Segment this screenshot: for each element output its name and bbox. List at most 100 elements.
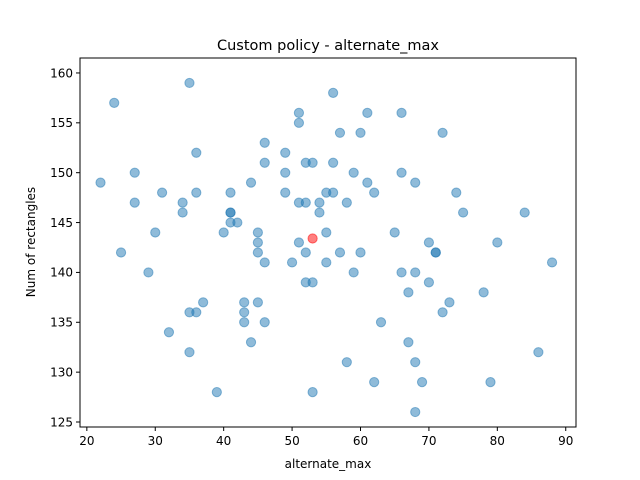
- scatter-point: [362, 177, 373, 188]
- scatter-point: [546, 257, 558, 268]
- scatter-point: [150, 227, 161, 238]
- scatter-point: [259, 317, 270, 328]
- scatter-point: [300, 197, 311, 208]
- scatter-point: [280, 167, 291, 178]
- scatter-point: [410, 357, 421, 368]
- scatter-point: [218, 227, 229, 238]
- x-tick-label: 70: [421, 434, 436, 448]
- scatter-point: [259, 157, 270, 168]
- scatter-point: [328, 157, 339, 168]
- scatter-point: [115, 247, 127, 258]
- scatter-point: [437, 307, 448, 318]
- scatter-point: [191, 307, 202, 318]
- scatter-point: [184, 347, 195, 358]
- scatter-point: [478, 287, 489, 298]
- y-tick-label: 155: [50, 116, 73, 130]
- scatter-point: [396, 167, 407, 178]
- scatter-point: [423, 277, 435, 288]
- scatter-point: [191, 147, 202, 158]
- scatter-point: [184, 77, 195, 89]
- y-tick-label: 135: [50, 316, 73, 330]
- y-tick-label: 125: [50, 415, 73, 429]
- scatter-point: [492, 237, 503, 248]
- x-tick-label: 50: [284, 434, 299, 448]
- scatter-point: [307, 386, 318, 398]
- scatter-point: [239, 317, 250, 328]
- y-tick-label: 130: [50, 365, 73, 379]
- scatter-point: [252, 247, 263, 258]
- x-axis-label: alternate_max: [285, 457, 372, 471]
- scatter-point: [129, 197, 140, 208]
- scatter-point: [485, 377, 496, 388]
- x-axis-ticks: 20 30 40 50 60 70 80 90: [79, 427, 573, 448]
- scatter-point: [211, 386, 222, 398]
- scatter-point: [334, 247, 346, 258]
- scatter-point: [458, 207, 469, 218]
- scatter-point: [307, 157, 318, 168]
- y-tick-label: 145: [50, 216, 73, 230]
- scatter-point: [416, 377, 428, 388]
- scatter-point: [410, 177, 421, 188]
- y-axis-label: Num of rectangles: [24, 187, 38, 297]
- scatter-point: [451, 187, 462, 198]
- scatter-point: [293, 237, 305, 248]
- scatter-point: [232, 217, 243, 228]
- x-tick-label: 40: [216, 434, 231, 448]
- scatter-point: [423, 237, 435, 248]
- scatter-point: [191, 187, 202, 198]
- x-tick-label: 20: [79, 434, 94, 448]
- scatter-point: [375, 317, 387, 328]
- y-tick-label: 140: [50, 266, 73, 280]
- y-axis-ticks: 125 130 135 140 145 150 155 160: [50, 66, 80, 429]
- scatter-point: [321, 257, 332, 268]
- scatter-point: [239, 307, 250, 318]
- scatter-point: [314, 197, 325, 208]
- scatter-point: [293, 107, 305, 118]
- scatter-point: [334, 127, 346, 138]
- scatter-point: [239, 297, 250, 308]
- scatter-point: [396, 267, 407, 278]
- scatter-point: [341, 197, 352, 208]
- scatter-point: [177, 197, 188, 208]
- y-tick-label: 150: [50, 166, 73, 180]
- scatter-point: [252, 227, 263, 238]
- scatter-point: [389, 227, 400, 238]
- scatter-point: [430, 247, 441, 258]
- scatter-point: [355, 247, 366, 258]
- x-tick-label: 30: [148, 434, 163, 448]
- x-tick-label: 90: [558, 434, 573, 448]
- scatter-point: [157, 187, 168, 198]
- y-tick-label: 160: [50, 66, 73, 80]
- x-tick-label: 80: [490, 434, 505, 448]
- x-tick-label: 60: [353, 434, 368, 448]
- scatter-point: [280, 147, 291, 158]
- scatter-point: [314, 207, 325, 218]
- scatter-point: [328, 87, 339, 99]
- scatter-point: [444, 297, 455, 308]
- scatter-point: [109, 97, 120, 108]
- scatter-point: [143, 267, 154, 278]
- scatter-point: [348, 167, 359, 178]
- scatter-point: [403, 287, 414, 298]
- scatter-point: [259, 137, 270, 148]
- scatter-point: [410, 406, 421, 418]
- scatter-point: [437, 127, 448, 138]
- scatter-point: [307, 277, 318, 288]
- points-layer: [95, 77, 558, 418]
- scatter-point: [129, 167, 140, 178]
- scatter-point: [403, 337, 414, 348]
- scatter-point: [252, 297, 263, 308]
- chart-title: Custom policy - alternate_max: [217, 38, 439, 54]
- scatter-point: [280, 187, 291, 198]
- highlight-point: [307, 233, 318, 244]
- scatter-point: [259, 257, 270, 268]
- scatter-point: [410, 267, 421, 278]
- scatter-point: [300, 247, 311, 258]
- scatter-point: [341, 357, 352, 368]
- scatter-point: [396, 107, 407, 118]
- scatter-point: [198, 297, 209, 308]
- scatter-point: [519, 207, 530, 218]
- scatter-point: [225, 187, 236, 198]
- scatter-point: [533, 347, 544, 358]
